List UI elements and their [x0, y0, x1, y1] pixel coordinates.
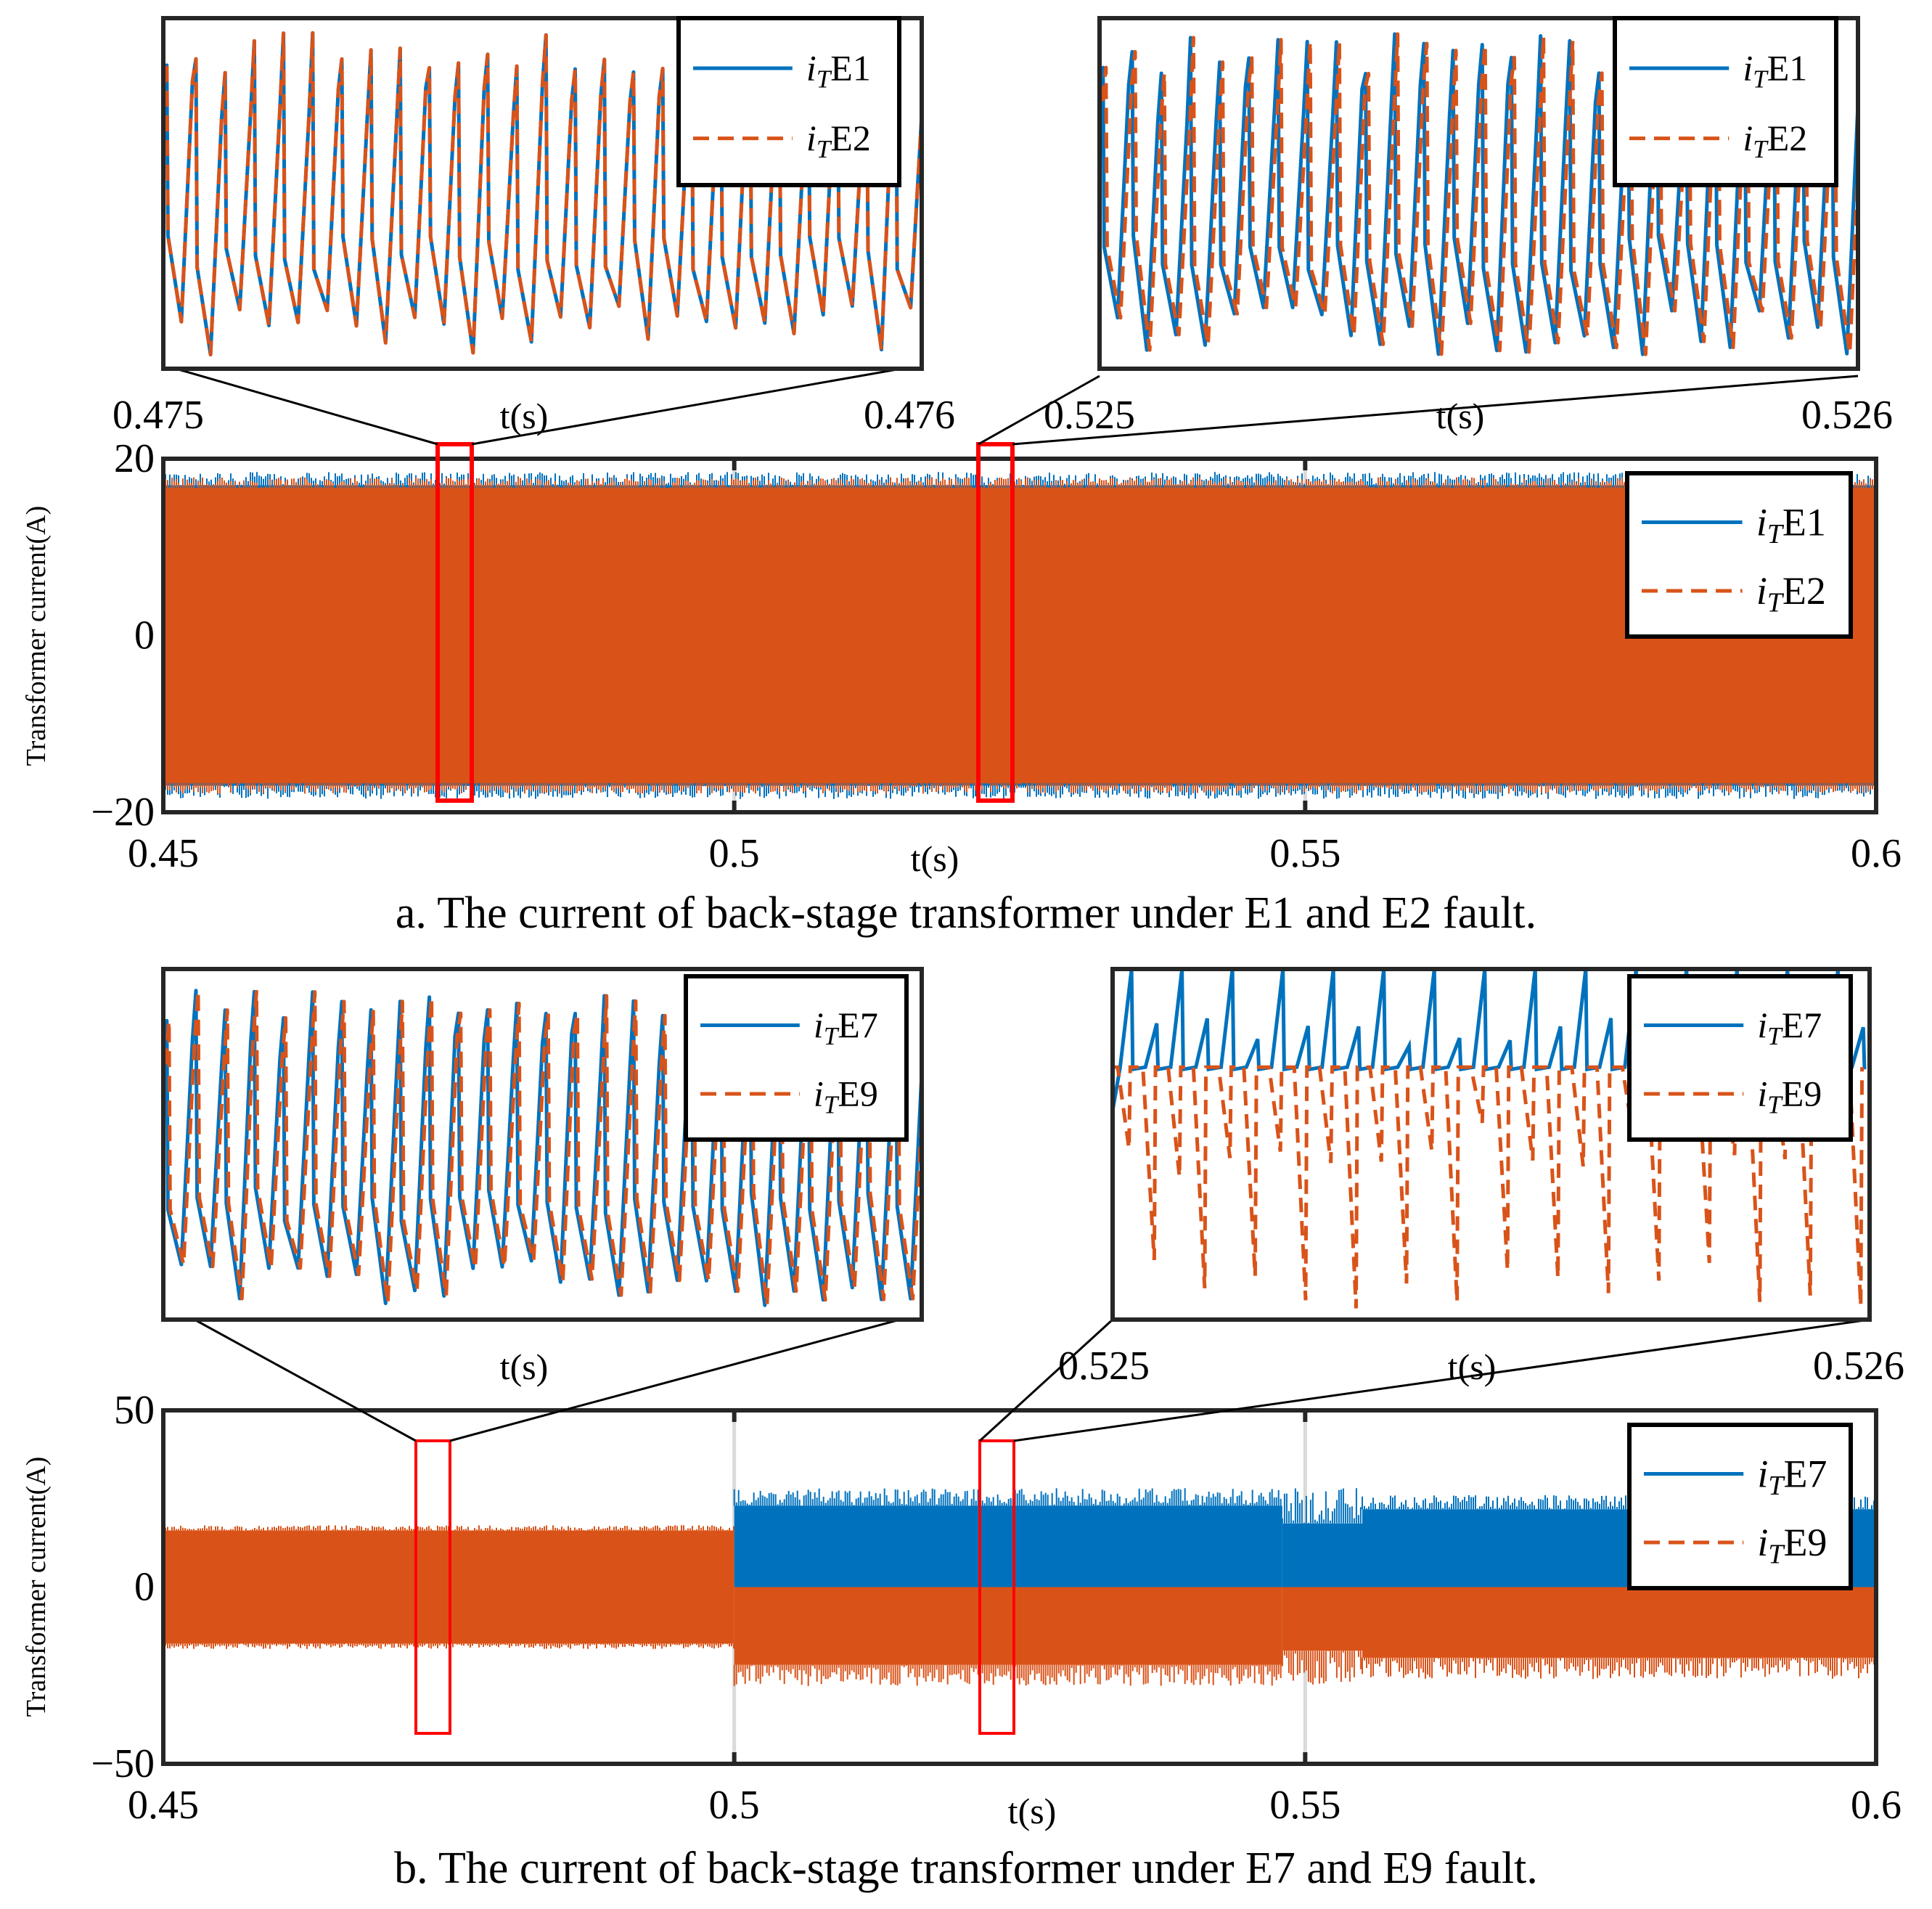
- b-main-ytick-label-0: 50: [114, 1388, 155, 1433]
- b-zoom-1-legend-label-0: iTE7: [814, 1005, 878, 1050]
- xlabel-b-zoom-1: t(s): [500, 1346, 549, 1387]
- connector-a-1-left: [163, 364, 438, 446]
- zoom-box-b-2: [978, 1439, 1015, 1735]
- axes-a-zoom-1-frame: [161, 16, 924, 371]
- caption-a: a. The current of back-stage transformer…: [396, 888, 1536, 938]
- xtick-a-zoom-2-1: 0.526: [1801, 393, 1893, 438]
- a-zoom-1-legend-label-1: iTE2: [806, 118, 871, 163]
- b-main-e9-spikes-0: [733, 1664, 1282, 1686]
- axes-b-zoom-2-frame: [1110, 967, 1872, 1322]
- xlabel-a-zoom-1: t(s): [500, 396, 549, 436]
- a-main-ytick-label-0: 20: [114, 436, 155, 481]
- zoom-box-b-1: [414, 1439, 451, 1735]
- b-main-ytick-label-1: 0: [134, 1565, 155, 1610]
- a-main-legend-box: [1625, 471, 1853, 639]
- b-main-xtick-label-0: 0.45: [128, 1783, 199, 1828]
- connector-b-1-left: [194, 1318, 417, 1442]
- a-zoom-2-legend-label-0: iTE1: [1743, 48, 1807, 94]
- axes-a-zoom-2-frame: [1097, 16, 1860, 371]
- connector-b-2-left: [978, 1318, 1114, 1442]
- b-main-xtick-label-1: 0.5: [709, 1783, 760, 1828]
- axes-a-main-frame: [161, 457, 1878, 814]
- b-zoom-2-series-1: [1113, 1065, 1865, 1309]
- b-main-e9-band-0: [734, 1587, 1282, 1665]
- xlabel-a-zoom-2: t(s): [1436, 396, 1485, 436]
- xtick-b-zoom-2-1: 0.526: [1813, 1344, 1904, 1389]
- b-main-legend-label-0: iTE7: [1757, 1452, 1827, 1501]
- a-main-ytick-label-2: −20: [91, 790, 155, 835]
- b-main-legend-box: [1627, 1423, 1853, 1590]
- xlabel-b-main: t(s): [1008, 1791, 1057, 1831]
- a-main-xtick-label-3: 0.6: [1851, 831, 1902, 876]
- panel-b: 50 0 −50 0.45 0.5 0.55 0.6 t(s) Transformer c…: [21, 967, 1904, 1893]
- chart-a-zoom-1: 0.475 0.476 t(s) iTE1 iTE2: [112, 16, 955, 438]
- connector-b-1-right: [449, 1318, 901, 1442]
- a-zoom-1-legend-label-0: iTE1: [806, 48, 871, 94]
- caption-b: b. The current of back-stage transformer…: [394, 1844, 1538, 1893]
- b-main-xtick-label-3: 0.6: [1851, 1783, 1902, 1828]
- a-zoom-2-legend-box: [1613, 16, 1838, 187]
- b-main-e7-spikes-0: [733, 1488, 1282, 1506]
- plot-a-main-series: [163, 472, 1876, 799]
- a-main-legend-label-0: iTE1: [1756, 500, 1826, 549]
- xlabel-b-zoom-2: t(s): [1448, 1346, 1497, 1387]
- b-zoom-2-legend-box: [1627, 974, 1853, 1142]
- a-main-xtick-label-2: 0.55: [1269, 831, 1340, 876]
- connector-a-2-left: [978, 375, 1100, 446]
- legend-a-zoom-2: iTE1 iTE2: [1613, 16, 1838, 187]
- a-main-e2-band-0: [163, 488, 1876, 783]
- ylabel-b-main: Transformer current(A): [21, 1457, 52, 1717]
- chart-b-main: 50 0 −50 0.45 0.5 0.55 0.6 t(s) Transformer c…: [21, 1388, 1902, 1831]
- a-zoom-2-legend-label-1: iTE2: [1743, 118, 1807, 163]
- xtick-b-zoom-2-0: 0.525: [1058, 1344, 1150, 1389]
- b-main-ytick-label-2: −50: [91, 1741, 155, 1786]
- axes-b-zoom-1-frame: [161, 967, 924, 1322]
- xtick-a-zoom-1-0: 0.475: [112, 393, 204, 438]
- xlabel-a-main: t(s): [911, 838, 959, 879]
- a-main-xtick-label-1: 0.5: [709, 831, 760, 876]
- chart-a-main: 20 0 −20 0.45 0.5 0.55 0.6 t(s) Transformer c…: [21, 436, 1902, 879]
- b-main-e9-band-1: [1282, 1587, 1362, 1651]
- connector-a-2-right: [1012, 375, 1859, 446]
- b-main-e9-spikes-1: [1281, 1651, 1362, 1685]
- ylabel-a-main: Transformer current(A): [21, 506, 52, 766]
- b-main-e9-band-2: [1362, 1587, 1876, 1658]
- connector-b-2-right: [1013, 1318, 1870, 1442]
- a-main-ytick-label-1: 0: [134, 613, 155, 658]
- chart-a-zoom-2: 0.525 0.526 t(s) iTE1 iTE2: [1044, 16, 1893, 438]
- zoom-box-a-1: [435, 442, 474, 803]
- xtick-a-zoom-2-0: 0.525: [1044, 393, 1135, 438]
- legend-a-main: iTE1 iTE2: [1625, 471, 1853, 639]
- legend-b-zoom-2: iTE7 iTE9: [1627, 974, 1853, 1142]
- b-main-legend-label-1: iTE9: [1757, 1521, 1827, 1570]
- chart-b-zoom-2: 0.525 0.526 t(s) iTE7 iTE9: [1058, 967, 1904, 1389]
- a-main-legend-label-1: iTE2: [1756, 569, 1826, 618]
- b-zoom-2-legend-label-1: iTE9: [1757, 1074, 1822, 1119]
- b-main-e7-band-0: [734, 1505, 1282, 1587]
- legend-a-zoom-1: iTE1 iTE2: [676, 16, 901, 187]
- xtick-a-zoom-1-1: 0.476: [864, 393, 955, 438]
- b-main-xtick-label-2: 0.55: [1269, 1783, 1340, 1828]
- b-zoom-1-legend-box: [684, 974, 909, 1142]
- b-main-e9-spikes-2: [1362, 1657, 1875, 1680]
- axes-b-main-frame: [161, 1408, 1878, 1766]
- panel-a: 20 0 −20 0.45 0.5 0.55 0.6 t(s) Transformer c…: [21, 16, 1902, 938]
- legend-b-main: iTE7 iTE9: [1627, 1423, 1853, 1590]
- a-main-xtick-label-0: 0.45: [128, 831, 199, 876]
- a-zoom-1-legend-box: [676, 16, 901, 187]
- chart-b-zoom-1: t(s) iTE7 iTE9: [161, 967, 924, 1387]
- a-main-e2-spikes-0: [163, 477, 1875, 794]
- connector-a-1-right: [471, 364, 922, 446]
- zoom-box-a-2: [976, 442, 1015, 803]
- b-zoom-1-legend-label-1: iTE9: [814, 1074, 878, 1119]
- b-main-e7-spikes-1: [1281, 1488, 1362, 1524]
- legend-b-zoom-1: iTE7 iTE9: [684, 974, 909, 1142]
- b-main-e7-band-1: [1282, 1523, 1362, 1587]
- b-zoom-2-legend-label-0: iTE7: [1757, 1005, 1822, 1050]
